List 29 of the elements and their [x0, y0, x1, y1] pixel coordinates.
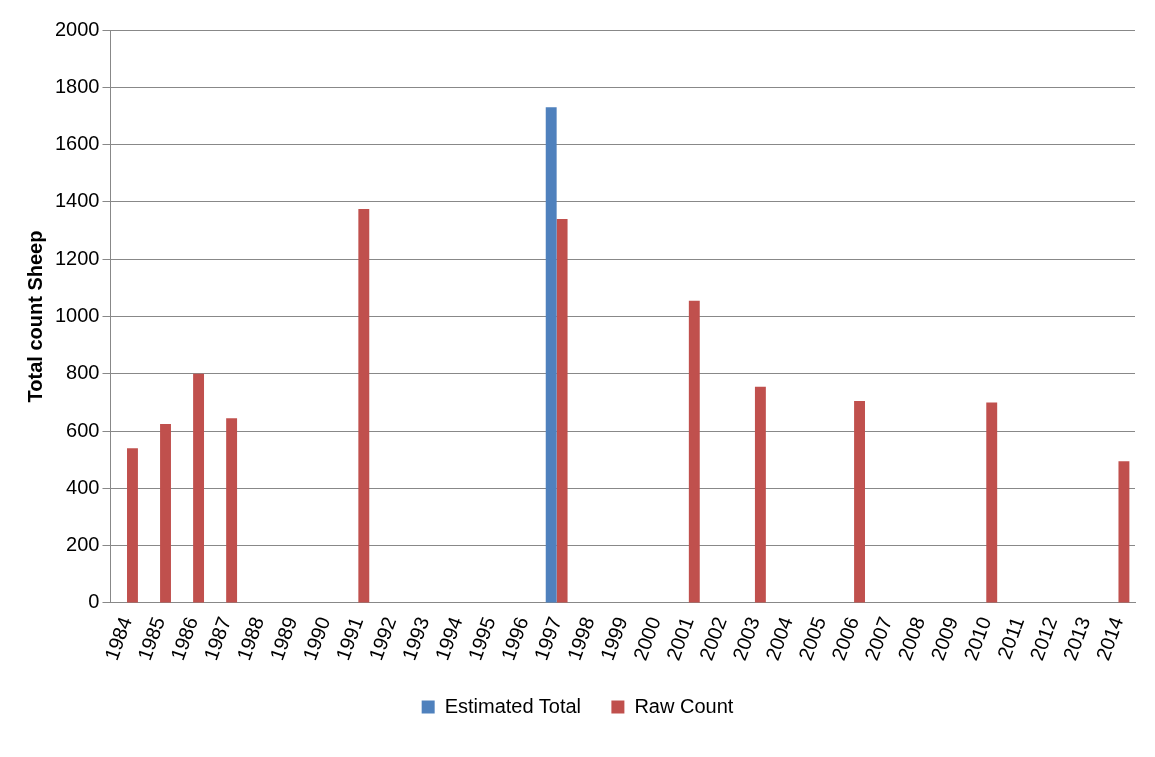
y-tick-label: 1400	[54, 189, 100, 212]
y-axis-title: Total count Sheep	[23, 230, 46, 403]
y-tick-label: 0	[88, 590, 100, 613]
y-tick-label: 1200	[54, 246, 100, 269]
bar	[688, 300, 700, 603]
bar	[556, 219, 568, 603]
y-tick-label: 1600	[54, 132, 100, 155]
y-tick-label: 2000	[54, 17, 100, 40]
bar	[754, 386, 766, 603]
x-tick-label: 1984	[100, 613, 136, 664]
y-tick-label: 1800	[54, 74, 100, 97]
bar	[358, 209, 370, 603]
y-tick-label: 600	[66, 418, 100, 441]
x-tick-label: 2005	[794, 613, 830, 664]
bar	[986, 402, 998, 603]
y-tick-label: 1000	[54, 304, 100, 327]
y-tick-label: 200	[66, 533, 100, 556]
bar	[545, 107, 557, 603]
bar	[226, 418, 238, 603]
bar	[127, 448, 138, 603]
y-tick-label: 800	[66, 361, 100, 384]
x-tick-label: 2004	[761, 613, 797, 664]
bar	[854, 401, 865, 603]
legend-label: Raw Count	[634, 694, 734, 717]
legend-label: Estimated Total	[444, 694, 582, 717]
bar	[160, 423, 171, 603]
bar	[1118, 461, 1130, 603]
y-tick-label: 400	[66, 475, 100, 498]
bar	[193, 373, 205, 603]
